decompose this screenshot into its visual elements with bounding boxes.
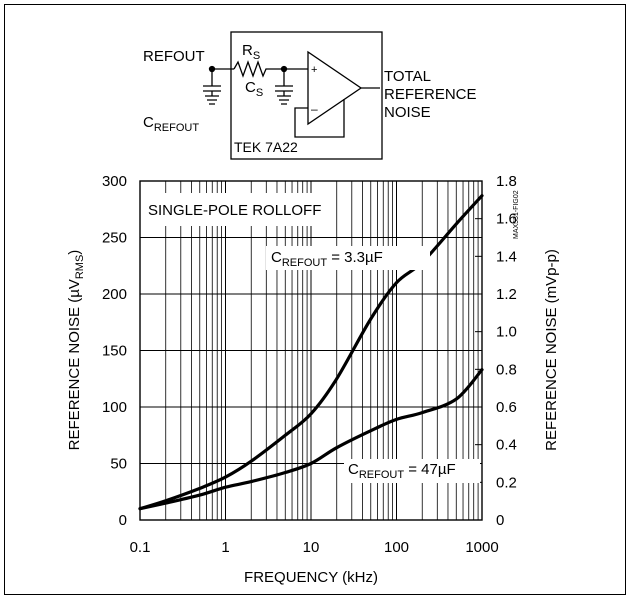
y-tick-label: 200 [102,286,127,303]
y-axis-left-label-end: ) [66,250,83,255]
cs-capacitor-symbol [275,69,293,105]
y2-tick-label: 1.0 [496,324,517,341]
cs-main: C [245,79,256,96]
x-tick-label: 1000 [465,539,498,556]
annotation-backdrop [144,193,334,226]
rs-sub: S [253,50,260,62]
y-axis-left-label-sub: RMS [74,255,86,279]
series-label-47uF-sub: REFOUT [359,469,405,481]
series-label-3.3uF-sub: REFOUT [282,257,328,269]
y2-tick-label: 0.2 [496,474,517,491]
refout-label: REFOUT [143,48,205,65]
annotation-single-pole-rolloff: SINGLE-POLE ROLLOFF [148,202,321,219]
schematic-labels: + – REFOUT RS CS CREFOUT TOTAL REFERENCE… [143,42,477,155]
instrument-box [230,31,383,160]
x-tick-label: 1 [221,539,229,556]
chart-grid [139,180,482,521]
y2-tick-label: 0.8 [496,361,517,378]
y2-tick-label: 0 [496,512,504,529]
opamp-symbol [307,50,363,126]
y2-tick-label: 1.6 [496,211,517,228]
y-tick-label: 300 [102,173,127,190]
output-label-line-3: NOISE [384,104,431,121]
y-tick-label: 50 [110,456,127,473]
y2-tick-label: 0.6 [496,399,517,416]
rs-label: RS [242,42,260,62]
output-label-line-1: TOTAL [384,68,431,85]
series-label-47uF-main: C [348,461,359,478]
x-tick-label: 10 [303,539,320,556]
y2-tick-label: 0.4 [496,437,517,454]
y-tick-label: 250 [102,230,127,247]
series-label-3.3uF-main: C [271,249,282,266]
rs-resistor-symbol [233,60,308,78]
x-tick-label: 0.1 [130,539,151,556]
y-axis-right-label: REFERENCE NOISE (mVp-p) [543,249,560,451]
series-label-3.3uF: CREFOUT = 3.3µF [271,249,383,269]
opamp-minus-sign: – [311,102,318,116]
figure-id-label: MAX531-FIG02 [513,190,520,239]
crefout-main: C [143,114,154,131]
crefout-sub: REFOUT [154,122,200,134]
series-label-47uF: CREFOUT = 47µF [348,461,456,481]
opamp-feedback-wire [294,99,345,138]
crefout-label: CREFOUT [143,114,199,134]
cs-sub: S [256,87,263,99]
x-tick-label: 100 [384,539,409,556]
series-line-47uF [138,368,484,511]
y-tick-label: 100 [102,399,127,416]
opamp-plus-sign: + [311,64,317,76]
series-label-backdrop-47uF [344,459,480,483]
y-tick-label: 0 [119,512,127,529]
x-axis-label: FREQUENCY (kHz) [244,569,378,586]
instrument-label: TEK 7A22 [234,139,298,155]
series-label-backdrop-3.3uF [266,246,430,270]
y2-tick-label: 1.4 [496,248,517,265]
y-axis-left-label-main: REFERENCE NOISE (µV [66,279,83,450]
figure-frame [4,4,626,595]
crefout-capacitor-symbol [203,69,221,105]
y-axis-left-label: REFERENCE NOISE (µVRMS) [66,250,86,451]
y2-tick-label: 1.8 [496,173,517,190]
y2-tick-label: 1.2 [496,286,517,303]
rs-main: R [242,42,253,59]
chart-tick-labels: 0.1 1 10 100 1000 0 50 100 150 200 250 300 0 0.2 0.4 0.… [102,173,517,556]
plot-area-border [139,180,483,521]
output-label-line-2: REFERENCE [384,86,477,103]
test-circuit-schematic [203,31,383,160]
series-label-3.3uF-value: = 3.3µF [327,249,383,266]
cs-label: CS [245,79,263,99]
y-tick-label: 150 [102,343,127,360]
series-label-47uF-value: = 47µF [404,461,456,478]
